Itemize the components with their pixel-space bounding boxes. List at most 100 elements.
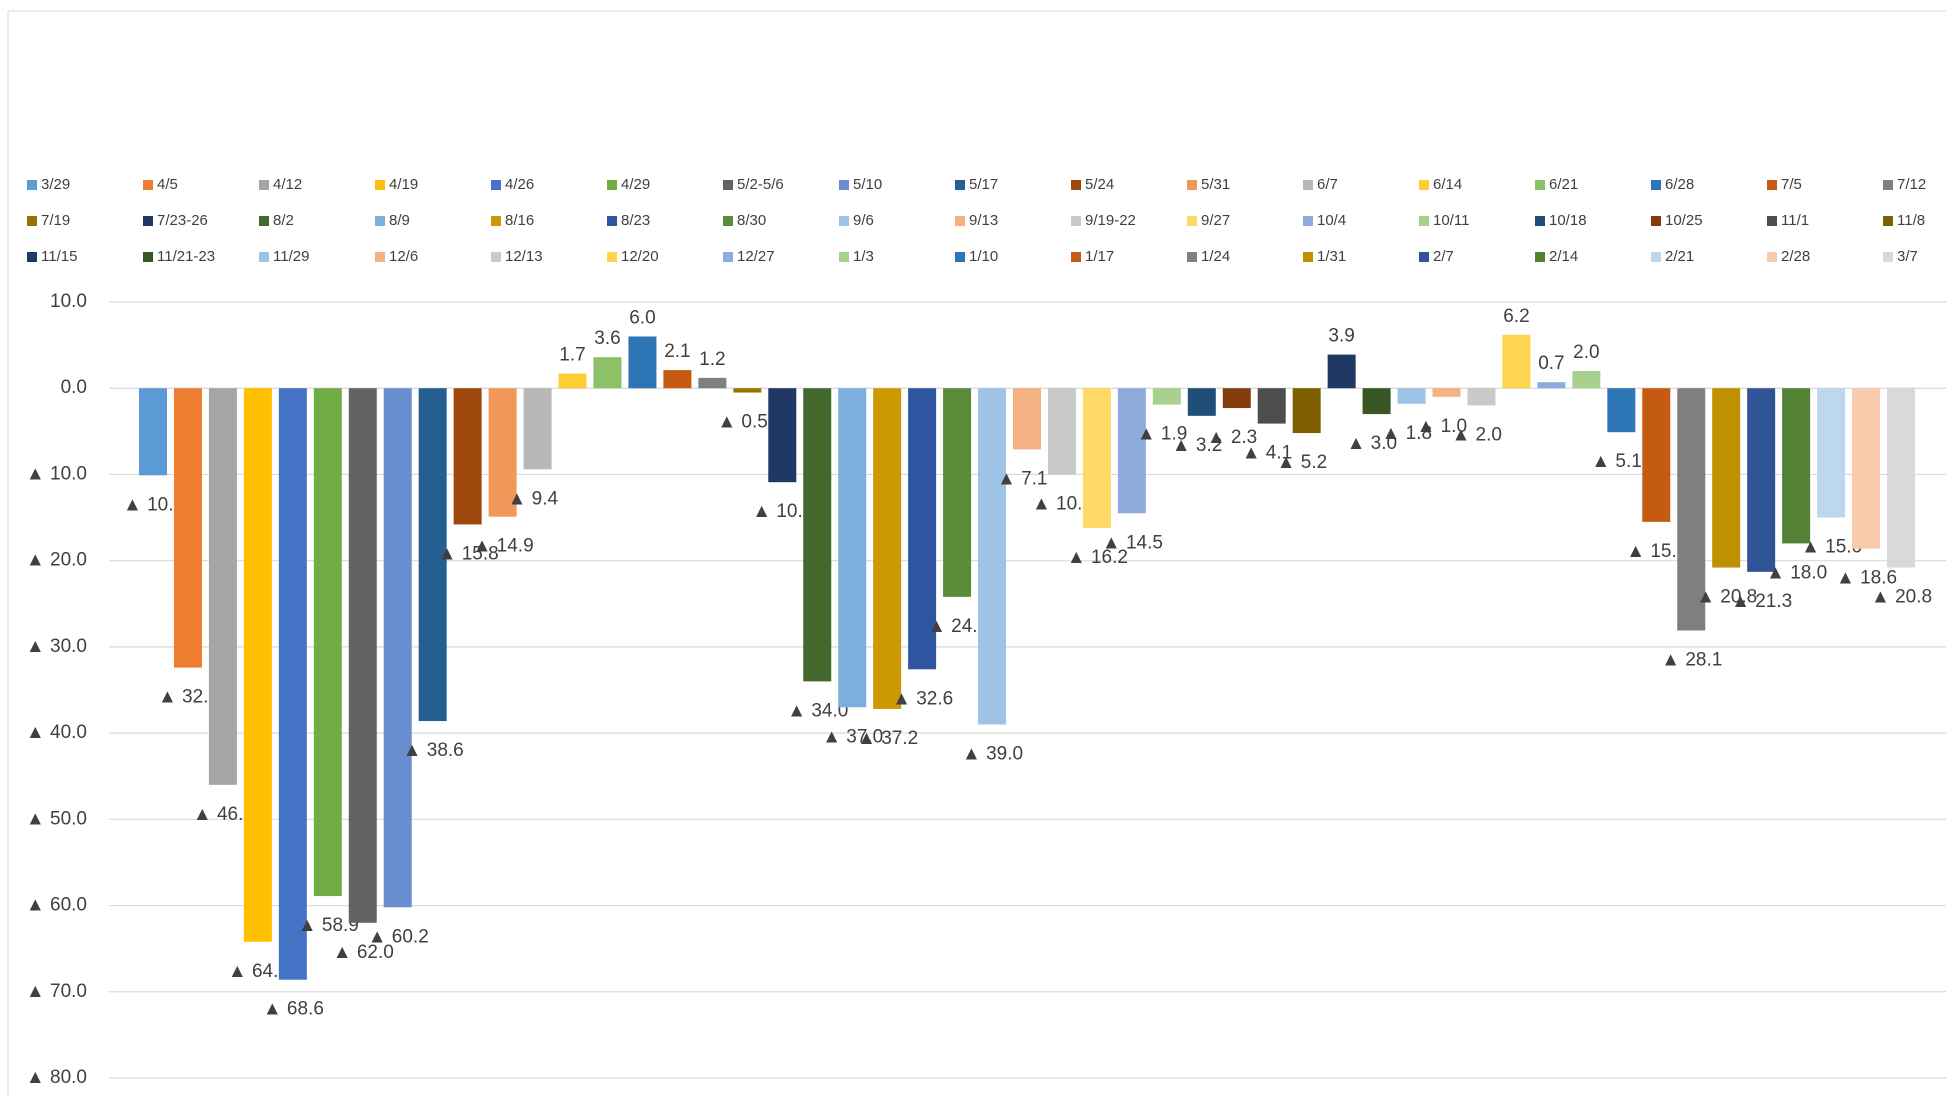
data-label: 0.7	[1538, 353, 1564, 374]
bar	[1152, 388, 1181, 405]
legend-label: 4/12	[273, 176, 302, 193]
legend-label: 9/6	[853, 212, 874, 229]
legend-label: 4/19	[389, 176, 418, 193]
legend-swatch	[1883, 180, 1893, 190]
data-label: ▲ 18.0	[1766, 562, 1827, 583]
data-label: ▲ 2.0	[1451, 424, 1502, 445]
y-tick-label: ▲ 80.0	[26, 1067, 87, 1088]
data-label: ▲ 9.4	[508, 488, 559, 509]
legend-label: 11/21-23	[157, 248, 215, 265]
data-label: ▲ 34.0	[787, 700, 848, 721]
y-tick-label: 0.0	[61, 377, 87, 398]
data-label: ▲ 14.5	[1102, 532, 1163, 553]
legend-swatch	[839, 180, 849, 190]
legend-label: 9/19-22	[1085, 212, 1136, 229]
legend-label: 8/30	[737, 212, 766, 229]
bar	[873, 388, 902, 709]
legend-swatch	[1767, 180, 1777, 190]
data-label: ▲ 68.6	[263, 999, 324, 1020]
y-tick-label: ▲ 20.0	[26, 550, 87, 571]
legend-label: 11/8	[1897, 212, 1925, 229]
legend-label: 10/25	[1665, 212, 1703, 229]
bar	[453, 388, 482, 525]
bar	[1292, 388, 1321, 434]
bar	[1117, 388, 1146, 514]
legend-label: 5/10	[853, 176, 882, 193]
data-label: 3.6	[594, 328, 620, 349]
data-label: ▲ 20.8	[1696, 587, 1757, 608]
bar	[1362, 388, 1391, 415]
legend-swatch	[723, 252, 733, 262]
bar	[978, 388, 1007, 725]
legend-swatch	[1883, 252, 1893, 262]
bar	[348, 388, 377, 923]
data-label: ▲ 1.8	[1382, 423, 1433, 444]
bar	[313, 388, 342, 897]
data-label: ▲ 20.8	[1871, 587, 1932, 608]
legend-label: 5/2-5/6	[737, 176, 784, 193]
y-tick-label: ▲ 40.0	[26, 722, 87, 743]
legend-label: 1/10	[969, 248, 998, 265]
data-label: 6.2	[1503, 306, 1529, 327]
legend-label: 2/28	[1781, 248, 1810, 265]
bar	[208, 388, 237, 785]
legend-swatch	[607, 252, 617, 262]
legend-swatch	[1651, 180, 1661, 190]
legend-label: 8/23	[621, 212, 650, 229]
legend-swatch	[491, 180, 501, 190]
bar	[488, 388, 517, 517]
legend-swatch	[1651, 252, 1661, 262]
legend-swatch	[375, 252, 385, 262]
data-label: 1.2	[699, 349, 725, 370]
legend-label: 1/31	[1317, 248, 1346, 265]
legend-swatch	[1071, 180, 1081, 190]
legend-label: 9/27	[1201, 212, 1230, 229]
data-label: ▲ 28.1	[1661, 650, 1722, 671]
bar	[1187, 388, 1216, 416]
legend-label: 5/17	[969, 176, 998, 193]
legend-swatch	[607, 216, 617, 226]
bar	[173, 388, 202, 668]
y-tick-label: 10.0	[50, 291, 87, 312]
data-label: ▲ 3.2	[1172, 435, 1223, 456]
data-label: ▲ 5.1	[1591, 451, 1642, 472]
legend-label: 6/14	[1433, 176, 1462, 193]
legend-label: 4/5	[157, 176, 178, 193]
legend-swatch	[491, 252, 501, 262]
data-label: ▲ 3.0	[1347, 433, 1398, 454]
legend-swatch	[375, 180, 385, 190]
legend-swatch	[143, 180, 153, 190]
bar	[383, 388, 412, 908]
bar	[698, 377, 727, 389]
bar	[278, 388, 307, 980]
data-label: ▲ 21.3	[1731, 591, 1792, 612]
bar	[1642, 388, 1671, 522]
legend-swatch	[27, 216, 37, 226]
bar	[1502, 334, 1531, 389]
data-label: ▲ 10.0	[1032, 493, 1093, 514]
bar	[1257, 388, 1286, 424]
legend-swatch	[723, 180, 733, 190]
legend-swatch	[955, 216, 965, 226]
bar	[663, 370, 692, 389]
legend-swatch	[839, 216, 849, 226]
bar	[1852, 388, 1881, 549]
data-label: ▲ 64.2	[228, 961, 289, 982]
legend-swatch	[1071, 252, 1081, 262]
legend-label: 12/13	[505, 248, 543, 265]
legend-label: 3/7	[1897, 248, 1918, 265]
bar	[1677, 388, 1706, 631]
legend-swatch	[1767, 252, 1777, 262]
bar	[418, 388, 447, 722]
legend-swatch	[1419, 180, 1429, 190]
bar	[1432, 388, 1461, 397]
bar	[1047, 388, 1076, 475]
bar	[628, 336, 657, 389]
bar	[1712, 388, 1741, 568]
data-label: ▲ 1.0	[1417, 416, 1468, 437]
data-label: ▲ 24.2	[927, 616, 988, 637]
bar	[1572, 370, 1601, 389]
legend-label: 4/29	[621, 176, 650, 193]
legend-label: 12/27	[737, 248, 775, 265]
legend-label: 6/21	[1549, 176, 1578, 193]
